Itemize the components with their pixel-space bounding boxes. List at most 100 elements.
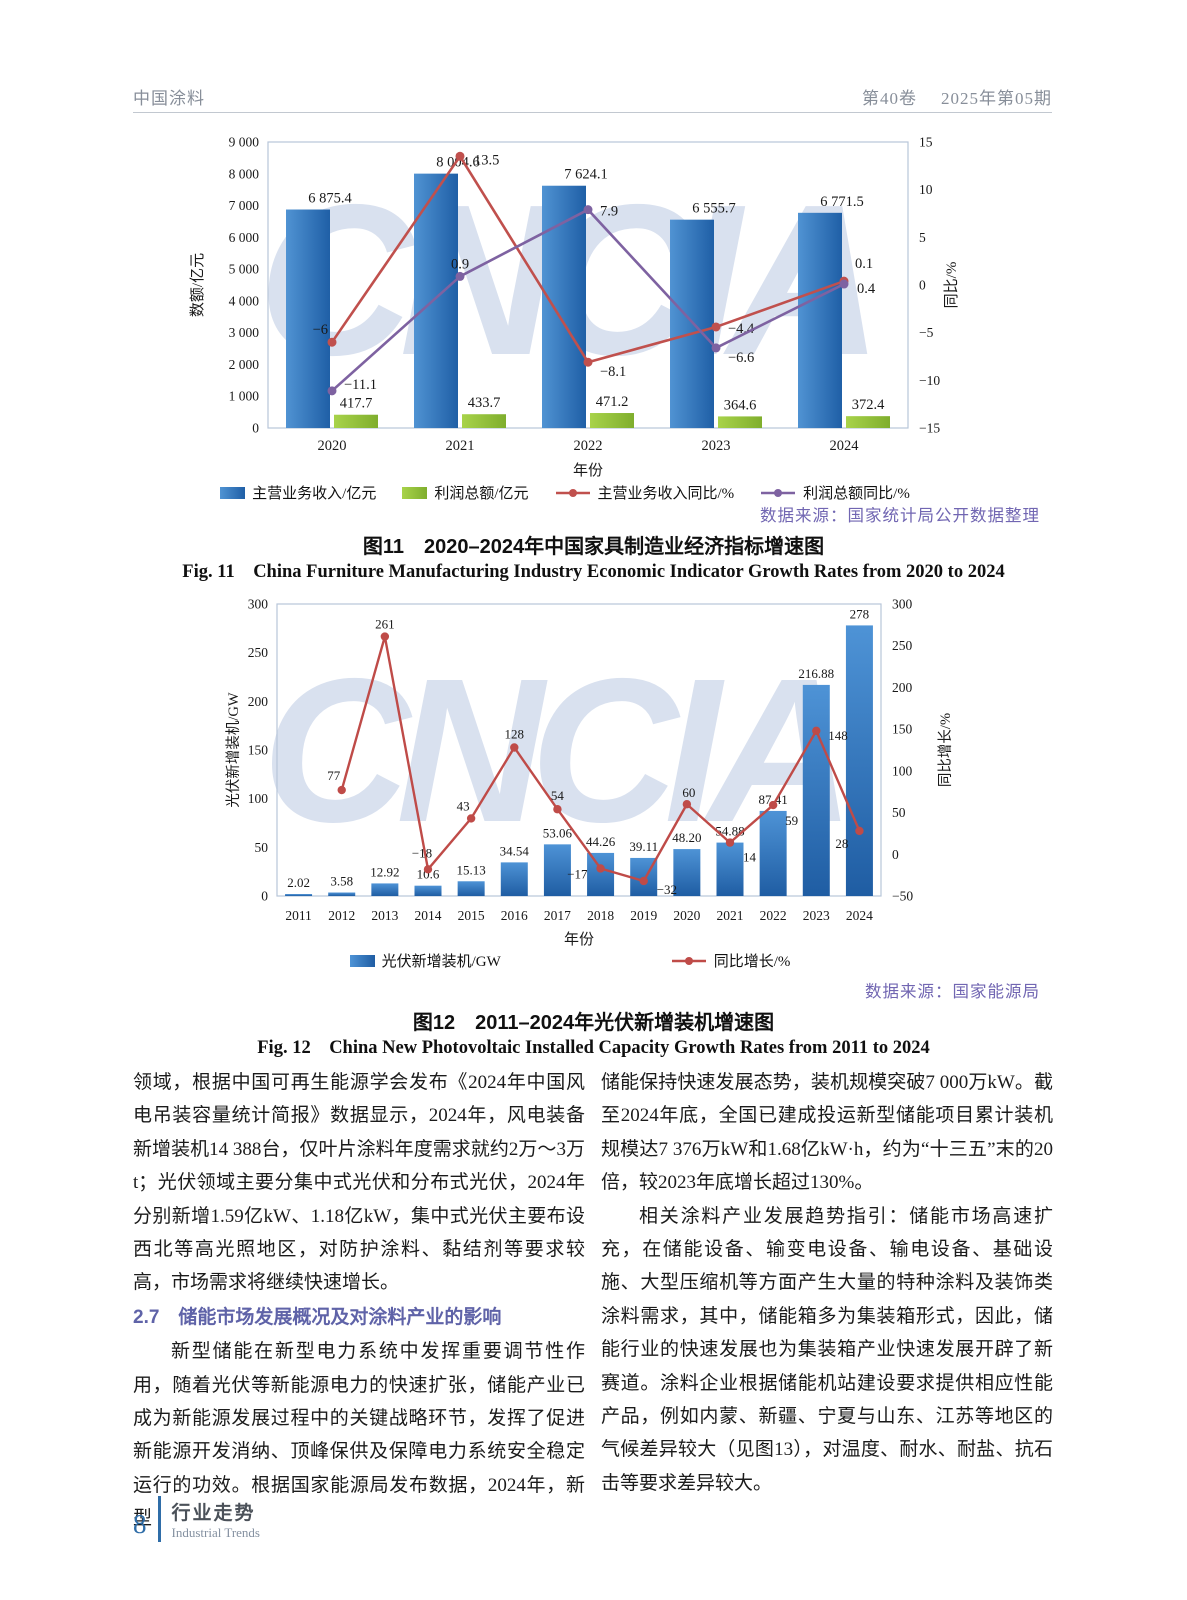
svg-text:150: 150 [892, 722, 913, 737]
svg-text:0.1: 0.1 [855, 256, 873, 272]
svg-text:1 000: 1 000 [229, 389, 260, 404]
svg-text:200: 200 [248, 694, 269, 709]
svg-text:13.5: 13.5 [474, 152, 499, 168]
svg-text:−6.6: −6.6 [728, 350, 754, 366]
svg-text:2 000: 2 000 [229, 357, 260, 372]
footer-section-cn: 行业走势 [171, 1502, 256, 1524]
svg-text:4 000: 4 000 [229, 293, 260, 308]
svg-text:−50: −50 [892, 889, 913, 904]
svg-text:216.88: 216.88 [798, 666, 834, 681]
figure11-source: 数据来源：国家统计局公开数据整理 [760, 506, 1040, 525]
svg-text:77: 77 [327, 768, 341, 783]
figure12-caption-en: Fig. 12 China New Photovoltaic Installed… [257, 1038, 930, 1058]
legend-item: 主营业务收入/亿元 [220, 482, 376, 503]
svg-text:59: 59 [785, 813, 798, 828]
legend-label: 利润总额同比/% [803, 486, 910, 502]
figure12-container: CNCIA 0 50 100 150 200 250 300 −50 0 50 100 150 200 2… [150, 590, 990, 958]
svg-text:0: 0 [919, 278, 926, 293]
svg-text:年份: 年份 [564, 931, 594, 948]
figure12-legend: 光伏新增装机/GW 同比增长/% [150, 950, 990, 971]
issue-label: 2025年第05期 [941, 89, 1052, 108]
figure11-caption-en: Fig. 11 China Furniture Manufacturing In… [182, 562, 1005, 582]
svg-text:100: 100 [248, 791, 269, 806]
svg-text:0: 0 [892, 847, 899, 862]
svg-text:2024: 2024 [846, 908, 873, 923]
svg-text:44.26: 44.26 [586, 834, 616, 849]
svg-text:433.7: 433.7 [468, 395, 501, 411]
svg-text:2022: 2022 [760, 908, 787, 923]
page-header: 中国涂料 第40卷 2025年第05期 [133, 84, 1052, 109]
svg-text:0: 0 [261, 889, 268, 904]
svg-text:54.88: 54.88 [715, 824, 744, 839]
svg-text:2019: 2019 [630, 908, 657, 923]
footer-section: 行业走势 Industrial Trends [172, 1498, 260, 1541]
svg-text:50: 50 [255, 840, 269, 855]
legend-item: 同比增长/% [671, 950, 790, 971]
svg-text:2014: 2014 [415, 908, 442, 923]
svg-text:50: 50 [892, 805, 906, 820]
svg-text:9 000: 9 000 [229, 135, 260, 150]
svg-text:−6: −6 [313, 322, 328, 338]
svg-text:278: 278 [850, 606, 870, 621]
svg-text:2024: 2024 [830, 438, 860, 454]
svg-text:2018: 2018 [587, 908, 614, 923]
legend-item: 利润总额同比/% [760, 482, 910, 503]
footer-divider [157, 1496, 161, 1542]
body-paragraph: 相关涂料产业发展趋势指引：储能市场高速扩充，在储能设备、输变电设备、输电设备、基… [601, 1205, 1053, 1494]
section-heading-2-7: 2.7 储能市场发展概况及对涂料产业的影响 [133, 1306, 502, 1328]
svg-text:−10: −10 [919, 373, 940, 388]
svg-text:261: 261 [375, 617, 395, 632]
svg-text:2021: 2021 [717, 908, 744, 923]
body-paragraph: 领域，根据中国可再生能源学会发布《2024年中国风电吊装容量统计简报》数据显示，… [133, 1072, 585, 1294]
svg-text:15.13: 15.13 [457, 862, 486, 877]
svg-text:−15: −15 [919, 421, 940, 436]
svg-text:87.41: 87.41 [759, 792, 788, 807]
svg-text:2015: 2015 [458, 908, 485, 923]
legend-bar-swatch [220, 486, 246, 499]
svg-text:200: 200 [892, 680, 913, 695]
svg-text:0: 0 [252, 421, 259, 436]
svg-text:6 000: 6 000 [229, 230, 260, 245]
svg-text:年份: 年份 [573, 462, 603, 478]
svg-text:364.6: 364.6 [724, 397, 757, 413]
svg-text:34.54: 34.54 [500, 843, 530, 858]
svg-text:0.9: 0.9 [451, 256, 469, 272]
svg-text:471.2: 471.2 [596, 394, 629, 410]
legend-line-marker [555, 488, 590, 497]
svg-text:39.11: 39.11 [629, 839, 658, 854]
svg-text:2022: 2022 [574, 438, 603, 454]
legend-line-marker [671, 956, 706, 965]
svg-text:7.9: 7.9 [600, 204, 618, 220]
legend-item: 光伏新增装机/GW [349, 950, 501, 971]
legend-label: 利润总额/亿元 [434, 486, 529, 502]
svg-text:300: 300 [892, 597, 913, 612]
figure11-caption-cn: 图11 2020–2024年中国家具制造业经济指标增速图 [362, 536, 825, 558]
svg-text:2023: 2023 [803, 908, 830, 923]
svg-text:−5: −5 [919, 325, 934, 340]
svg-text:2013: 2013 [371, 908, 398, 923]
header-divider [133, 112, 1052, 113]
svg-text:28: 28 [835, 836, 848, 851]
svg-text:10: 10 [919, 182, 933, 197]
figure12-chart: 0 50 100 150 200 250 300 −50 0 50 100 150 200 250 300 2… [225, 597, 954, 949]
svg-text:10.6: 10.6 [417, 867, 440, 882]
svg-text:2017: 2017 [544, 908, 571, 923]
svg-text:300: 300 [248, 597, 269, 612]
footer-section-en: Industrial Trends [171, 1524, 260, 1540]
svg-text:光伏新增装机/GW: 光伏新增装机/GW [225, 692, 242, 807]
volume-label: 第40卷 [862, 89, 917, 108]
svg-text:48.20: 48.20 [672, 830, 701, 845]
svg-text:6 555.7: 6 555.7 [692, 201, 736, 217]
svg-text:148: 148 [828, 728, 848, 743]
legend-item: 主营业务收入同比/% [555, 482, 734, 503]
svg-text:−18: −18 [412, 845, 432, 860]
svg-text:3 000: 3 000 [229, 325, 260, 340]
svg-text:2021: 2021 [446, 438, 475, 454]
svg-text:8 004.6: 8 004.6 [436, 155, 480, 171]
svg-text:43: 43 [457, 798, 470, 813]
svg-text:2023: 2023 [702, 438, 731, 454]
figure11-chart: 0 1 000 2 000 3 000 4 000 5 000 6 000 7 000 8 00… [189, 135, 960, 479]
page-footer: 8 行业走势 Industrial Trends [133, 1496, 260, 1542]
